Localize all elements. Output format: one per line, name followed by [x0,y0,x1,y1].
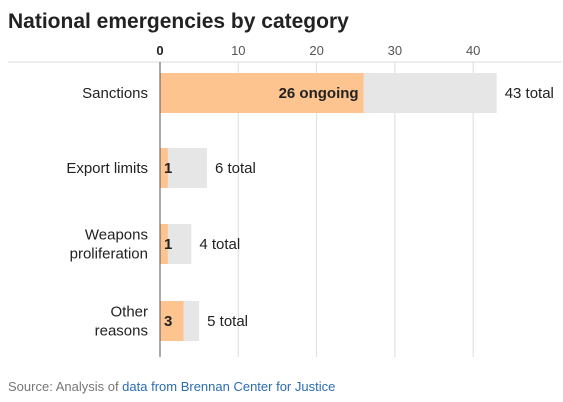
ongoing-label: 1 [164,236,172,253]
category-label: Export limits [66,160,148,177]
total-label: 43 total [505,85,554,102]
total-label: 4 total [199,236,240,253]
ongoing-bar [160,301,184,341]
x-tick-label: 40 [466,43,480,58]
gridlines [8,61,562,357]
ongoing-bar [160,224,168,264]
category-label: Other [110,304,148,321]
x-tick-label: 10 [231,43,245,58]
category-label: reasons [95,323,148,340]
category-label: Sanctions [82,85,148,102]
total-label: 6 total [215,160,256,177]
category-label: proliferation [70,246,148,263]
source-prefix: Source: Analysis of [8,379,123,394]
x-axis-tick-labels: 0 10 20 30 40 [156,43,480,58]
ongoing-label: 1 [164,160,172,177]
source-link[interactable]: data from Brennan Center for Justice [122,379,336,394]
x-tick-label: 20 [309,43,323,58]
ongoing-label: 3 [164,313,172,330]
category-labels: Sanctions Export limits Weapons proliferati… [66,85,148,340]
x-tick-label: 30 [388,43,402,58]
data-labels: 26 ongoing 43 total 1 6 total 1 4 total 3 5 tot… [164,85,554,330]
bars [160,73,497,341]
bar-chart: 0 10 20 30 40 26 ongoing 43 total 1 6 total 1 4 t… [8,43,562,357]
ongoing-label: 26 ongoing [279,85,359,102]
total-label: 5 total [207,313,248,330]
ongoing-bar [160,148,168,188]
ongoing-bar [160,73,364,113]
chart-title: National emergencies by category [8,10,349,33]
x-tick-label: 0 [156,43,163,58]
category-label: Weapons [85,227,148,244]
source-note: Source: Analysis of data from Brennan Ce… [8,379,335,394]
